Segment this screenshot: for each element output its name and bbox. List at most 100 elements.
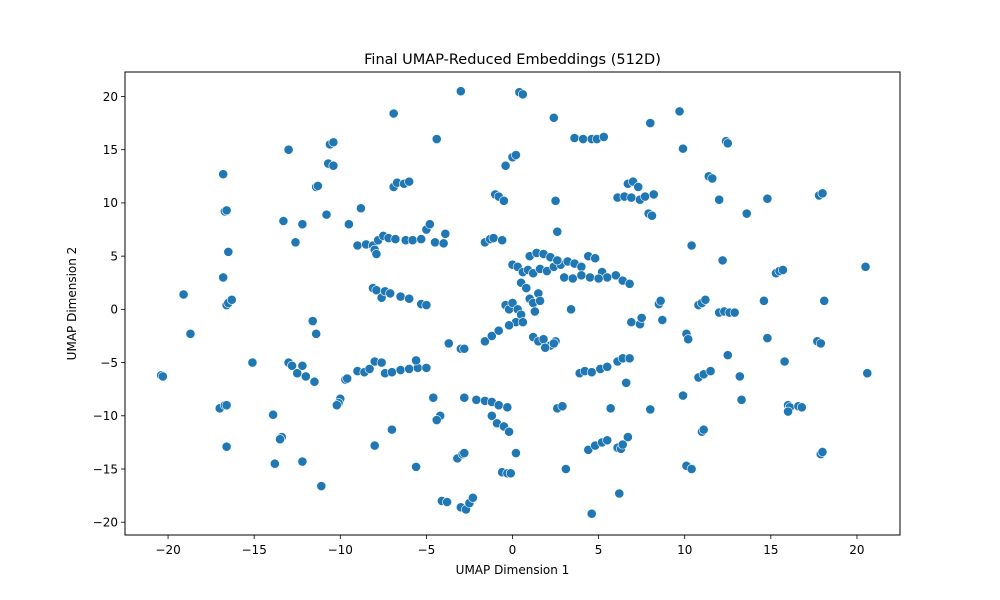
scatter-point [678,390,688,401]
y-axis-ticks: −20 −15 −10 −5 0 5 10 15 20 [93,90,125,530]
scatter-point [221,400,232,411]
y-tick-label: 10 [103,196,118,210]
scatter-point [292,368,303,379]
scatter-point [540,342,551,353]
x-tick-label: 0 [509,543,517,557]
scatter-point [686,240,697,251]
scatter-point [497,235,508,246]
scatter-point [511,448,521,458]
scatter-point [815,338,826,349]
scatter-point [552,226,563,237]
scatter-point [626,192,637,203]
scatter-point [535,295,545,306]
scatter-point [411,355,421,366]
scatter-point [559,272,570,283]
y-tick-label: −20 [93,516,118,530]
y-tick-label: −10 [93,409,118,423]
scatter-point [736,394,747,405]
scatter-point [655,295,666,306]
scatter-point [328,160,339,171]
scatter-point [762,333,773,343]
y-tick-label: −15 [93,462,118,476]
scatter-point [218,272,229,283]
scatter-point [557,401,568,412]
scatter-point [356,203,366,214]
scatter-point [717,255,728,266]
scatter-point [438,238,449,249]
scatter-point [529,306,540,317]
scatter-point [471,394,482,405]
scatter-point [621,377,632,388]
scatter-point [480,336,490,347]
scatter-point [585,272,595,283]
scatter-point [548,338,559,349]
scatter-point [459,343,470,354]
scatter-point [395,291,406,302]
scatter-point [566,304,576,315]
scatter-point [586,508,597,519]
scatter-point [674,106,685,117]
scatter-point [316,481,327,491]
scatter-point [504,426,514,437]
x-tick-label: 15 [763,543,778,557]
scatter-point [722,138,733,149]
scatter-point [388,108,399,119]
y-tick-label: 20 [103,90,118,104]
chart-title: Final UMAP-Reduced Embeddings (512D) [364,52,661,68]
scatter-point [178,289,189,300]
scatter-point [290,237,301,248]
scatter-point [307,316,318,326]
scatter-point [640,191,651,202]
scatter-point [390,234,401,245]
scatter-point [275,434,285,445]
scatter-point [221,205,232,216]
scatter-point [300,371,311,382]
scatter-point [552,255,563,266]
scatter-point [700,294,711,305]
scatter-point [567,273,578,284]
scatter-point [226,294,237,305]
scatter-point [777,265,788,275]
scatter-point [729,307,740,318]
scatter-point [507,298,518,308]
scatter-point [297,456,308,467]
x-tick-label: −5 [418,543,436,557]
scatter-point [602,361,613,372]
scatter-point [404,364,415,374]
scatter-point [648,189,659,200]
scatter-point [407,235,418,246]
scatter-point [517,89,528,100]
scatter-point [511,150,521,160]
scatter-point [467,492,478,503]
x-tick-label: 20 [849,543,864,557]
scatter-point [157,371,168,382]
scatter-point [376,357,387,368]
scatter-point [783,406,793,417]
scatter-point [486,410,497,421]
scatter-point [862,368,873,379]
scatter-point [633,182,644,192]
scatter-point [440,228,451,239]
scatter-point [610,270,621,281]
scatter-point [593,273,604,284]
scatter-point [500,160,511,171]
scatter-point [714,194,725,205]
scatter-point [443,338,454,349]
scatter-point [309,376,320,387]
scatter-point [311,328,322,339]
scatter-point [576,261,587,272]
scatter-point [493,400,504,411]
scatter-point [268,409,279,420]
scatter-point [598,132,609,142]
scatter-point [686,464,697,474]
scatter-point [331,400,342,411]
scatter-point [605,403,616,414]
scatter-point [416,234,427,245]
scatter-point [576,270,587,281]
scatter-point [421,300,432,310]
scatter-point [387,424,397,435]
scatter-point [502,402,513,413]
scatter-point [586,367,597,378]
scatter-point [505,468,516,479]
x-tick-label: 5 [595,543,603,557]
